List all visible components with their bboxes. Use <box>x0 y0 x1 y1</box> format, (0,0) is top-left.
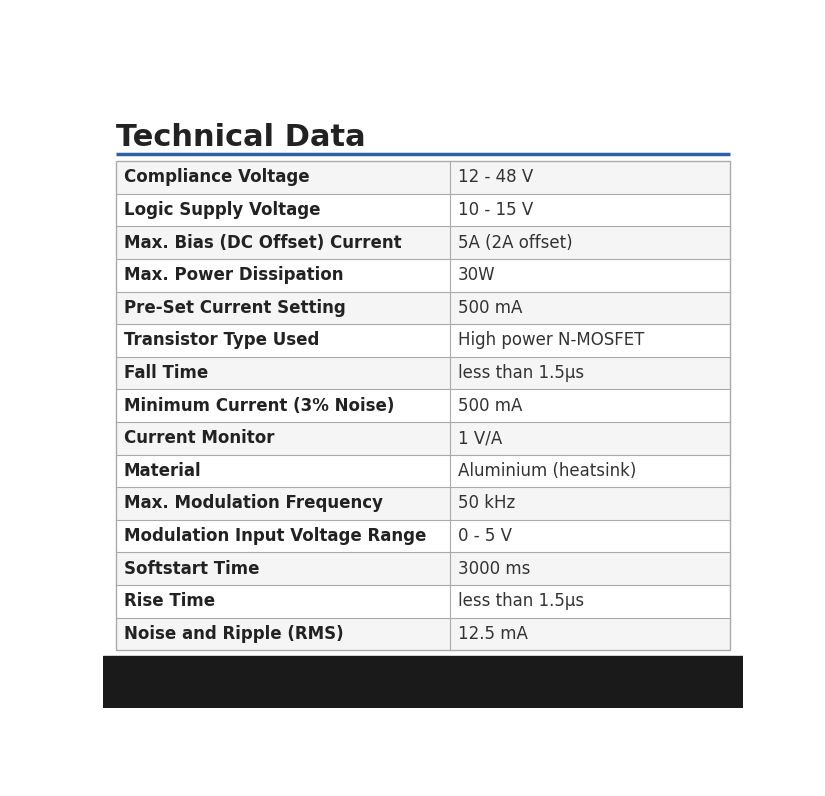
Bar <box>450 585 730 618</box>
Text: Max. Bias (DC Offset) Current: Max. Bias (DC Offset) Current <box>124 233 401 252</box>
Bar <box>450 259 730 291</box>
Text: Noise and Ripple (RMS): Noise and Ripple (RMS) <box>124 625 343 643</box>
Bar <box>450 520 730 552</box>
Text: Max. Power Dissipation: Max. Power Dissipation <box>124 266 343 284</box>
Text: Modulation Input Voltage Range: Modulation Input Voltage Range <box>124 527 426 545</box>
Text: Minimum Current (3% Noise): Minimum Current (3% Noise) <box>124 396 394 415</box>
Bar <box>116 520 450 552</box>
Bar <box>450 291 730 324</box>
Text: Logic Supply Voltage: Logic Supply Voltage <box>124 201 320 219</box>
Text: Aluminium (heatsink): Aluminium (heatsink) <box>458 462 636 480</box>
Bar <box>116 161 729 650</box>
Bar <box>116 259 450 291</box>
Text: 12.5 mA: 12.5 mA <box>458 625 528 643</box>
Bar <box>450 226 730 259</box>
Bar <box>116 552 450 585</box>
Bar <box>450 161 730 193</box>
Bar <box>116 291 450 324</box>
Bar <box>116 585 450 618</box>
Text: 10 - 15 V: 10 - 15 V <box>458 201 533 219</box>
Text: Rise Time: Rise Time <box>124 592 214 611</box>
Bar <box>450 357 730 389</box>
Text: 12 - 48 V: 12 - 48 V <box>458 169 533 186</box>
Text: Technical Data: Technical Data <box>116 123 365 152</box>
Text: 500 mA: 500 mA <box>458 396 522 415</box>
Bar <box>450 193 730 226</box>
Text: 30W: 30W <box>458 266 496 284</box>
Text: 50 kHz: 50 kHz <box>458 494 516 513</box>
Bar <box>103 657 742 708</box>
Text: High power N-MOSFET: High power N-MOSFET <box>458 331 644 349</box>
Bar <box>450 455 730 487</box>
Text: less than 1.5μs: less than 1.5μs <box>458 364 584 382</box>
Text: Softstart Time: Softstart Time <box>124 560 259 578</box>
Text: Transistor Type Used: Transistor Type Used <box>124 331 319 349</box>
Bar <box>116 226 450 259</box>
Text: 5A (2A offset): 5A (2A offset) <box>458 233 573 252</box>
Bar <box>116 193 450 226</box>
Text: Compliance Voltage: Compliance Voltage <box>124 169 309 186</box>
Bar <box>450 324 730 357</box>
Bar <box>116 161 450 193</box>
Text: Fall Time: Fall Time <box>124 364 208 382</box>
Bar <box>450 389 730 422</box>
Text: Material: Material <box>124 462 201 480</box>
Bar <box>450 487 730 520</box>
Text: 500 mA: 500 mA <box>458 298 522 317</box>
Bar <box>116 324 450 357</box>
Text: Current Monitor: Current Monitor <box>124 429 274 447</box>
Text: 0 - 5 V: 0 - 5 V <box>458 527 512 545</box>
Bar <box>450 422 730 455</box>
Bar <box>116 357 450 389</box>
Text: less than 1.5μs: less than 1.5μs <box>458 592 584 611</box>
Bar <box>450 618 730 650</box>
Bar <box>116 422 450 455</box>
Bar <box>450 552 730 585</box>
Bar <box>116 618 450 650</box>
Bar <box>116 487 450 520</box>
Text: Pre-Set Current Setting: Pre-Set Current Setting <box>124 298 346 317</box>
Bar <box>116 455 450 487</box>
Text: Max. Modulation Frequency: Max. Modulation Frequency <box>124 494 383 513</box>
Text: 3000 ms: 3000 ms <box>458 560 530 578</box>
Text: 1 V/A: 1 V/A <box>458 429 502 447</box>
Bar <box>116 389 450 422</box>
